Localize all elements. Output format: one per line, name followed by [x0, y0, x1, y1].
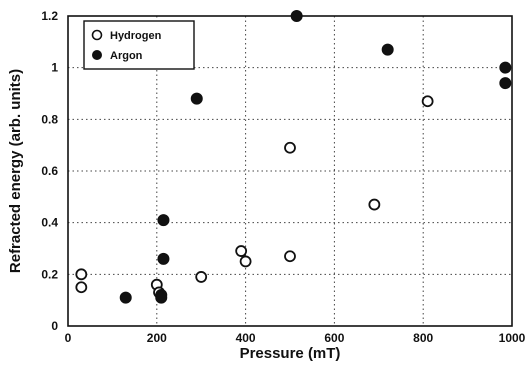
argon-point: [381, 43, 394, 56]
hydrogen-point: [284, 141, 296, 154]
y-tick-label: 1: [51, 61, 58, 75]
hydrogen-point: [75, 268, 88, 281]
y-tick-label: 0.8: [41, 112, 58, 126]
hydrogen-point: [235, 245, 248, 257]
x-axis-ticks: 0 200 400 600 800 1000: [65, 331, 526, 345]
argon-point: [190, 92, 203, 105]
hydrogen-point: [421, 95, 434, 108]
y-tick-label: 0.6: [41, 164, 58, 178]
y-tick-label: 1.2: [41, 9, 58, 23]
hydrogen-point: [239, 255, 252, 268]
hydrogen-point: [284, 250, 296, 263]
x-tick-label: 800: [413, 331, 433, 345]
x-axis-title: Pressure (mT): [240, 345, 341, 362]
hydrogen-point: [368, 198, 381, 211]
argon-point: [119, 291, 132, 304]
hydrogen-point: [195, 271, 208, 283]
x-tick-label: 1000: [499, 331, 526, 345]
argon-point: [499, 61, 512, 74]
x-tick-label: 400: [236, 331, 256, 345]
y-axis-ticks: 0 0.2 0.4 0.6 0.8 1 1.2: [41, 9, 58, 333]
x-tick-label: 600: [324, 331, 344, 345]
hydrogen-point: [75, 281, 88, 294]
argon-point: [157, 252, 170, 265]
y-tick-label: 0: [51, 319, 58, 333]
grid-lines: [68, 16, 512, 326]
y-tick-label: 0.4: [41, 216, 58, 230]
data-points: [75, 10, 512, 304]
x-tick-label: 200: [147, 331, 167, 345]
legend-label-argon: Argon: [110, 50, 143, 62]
legend: Hydrogen Argon: [83, 20, 195, 70]
legend-box: [83, 20, 195, 70]
plot-frame: [67, 15, 513, 327]
x-tick-label: 0: [65, 331, 72, 345]
legend-label-hydrogen: Hydrogen: [110, 30, 162, 42]
legend-marker-argon: [92, 50, 102, 60]
argon-point: [155, 291, 168, 304]
argon-point: [290, 10, 303, 22]
argon-point: [157, 214, 170, 227]
y-axis-title: Refracted energy (arb. units): [7, 69, 24, 273]
legend-marker-hydrogen: [91, 29, 103, 41]
y-tick-label: 0.2: [41, 267, 58, 281]
argon-point: [499, 77, 512, 90]
